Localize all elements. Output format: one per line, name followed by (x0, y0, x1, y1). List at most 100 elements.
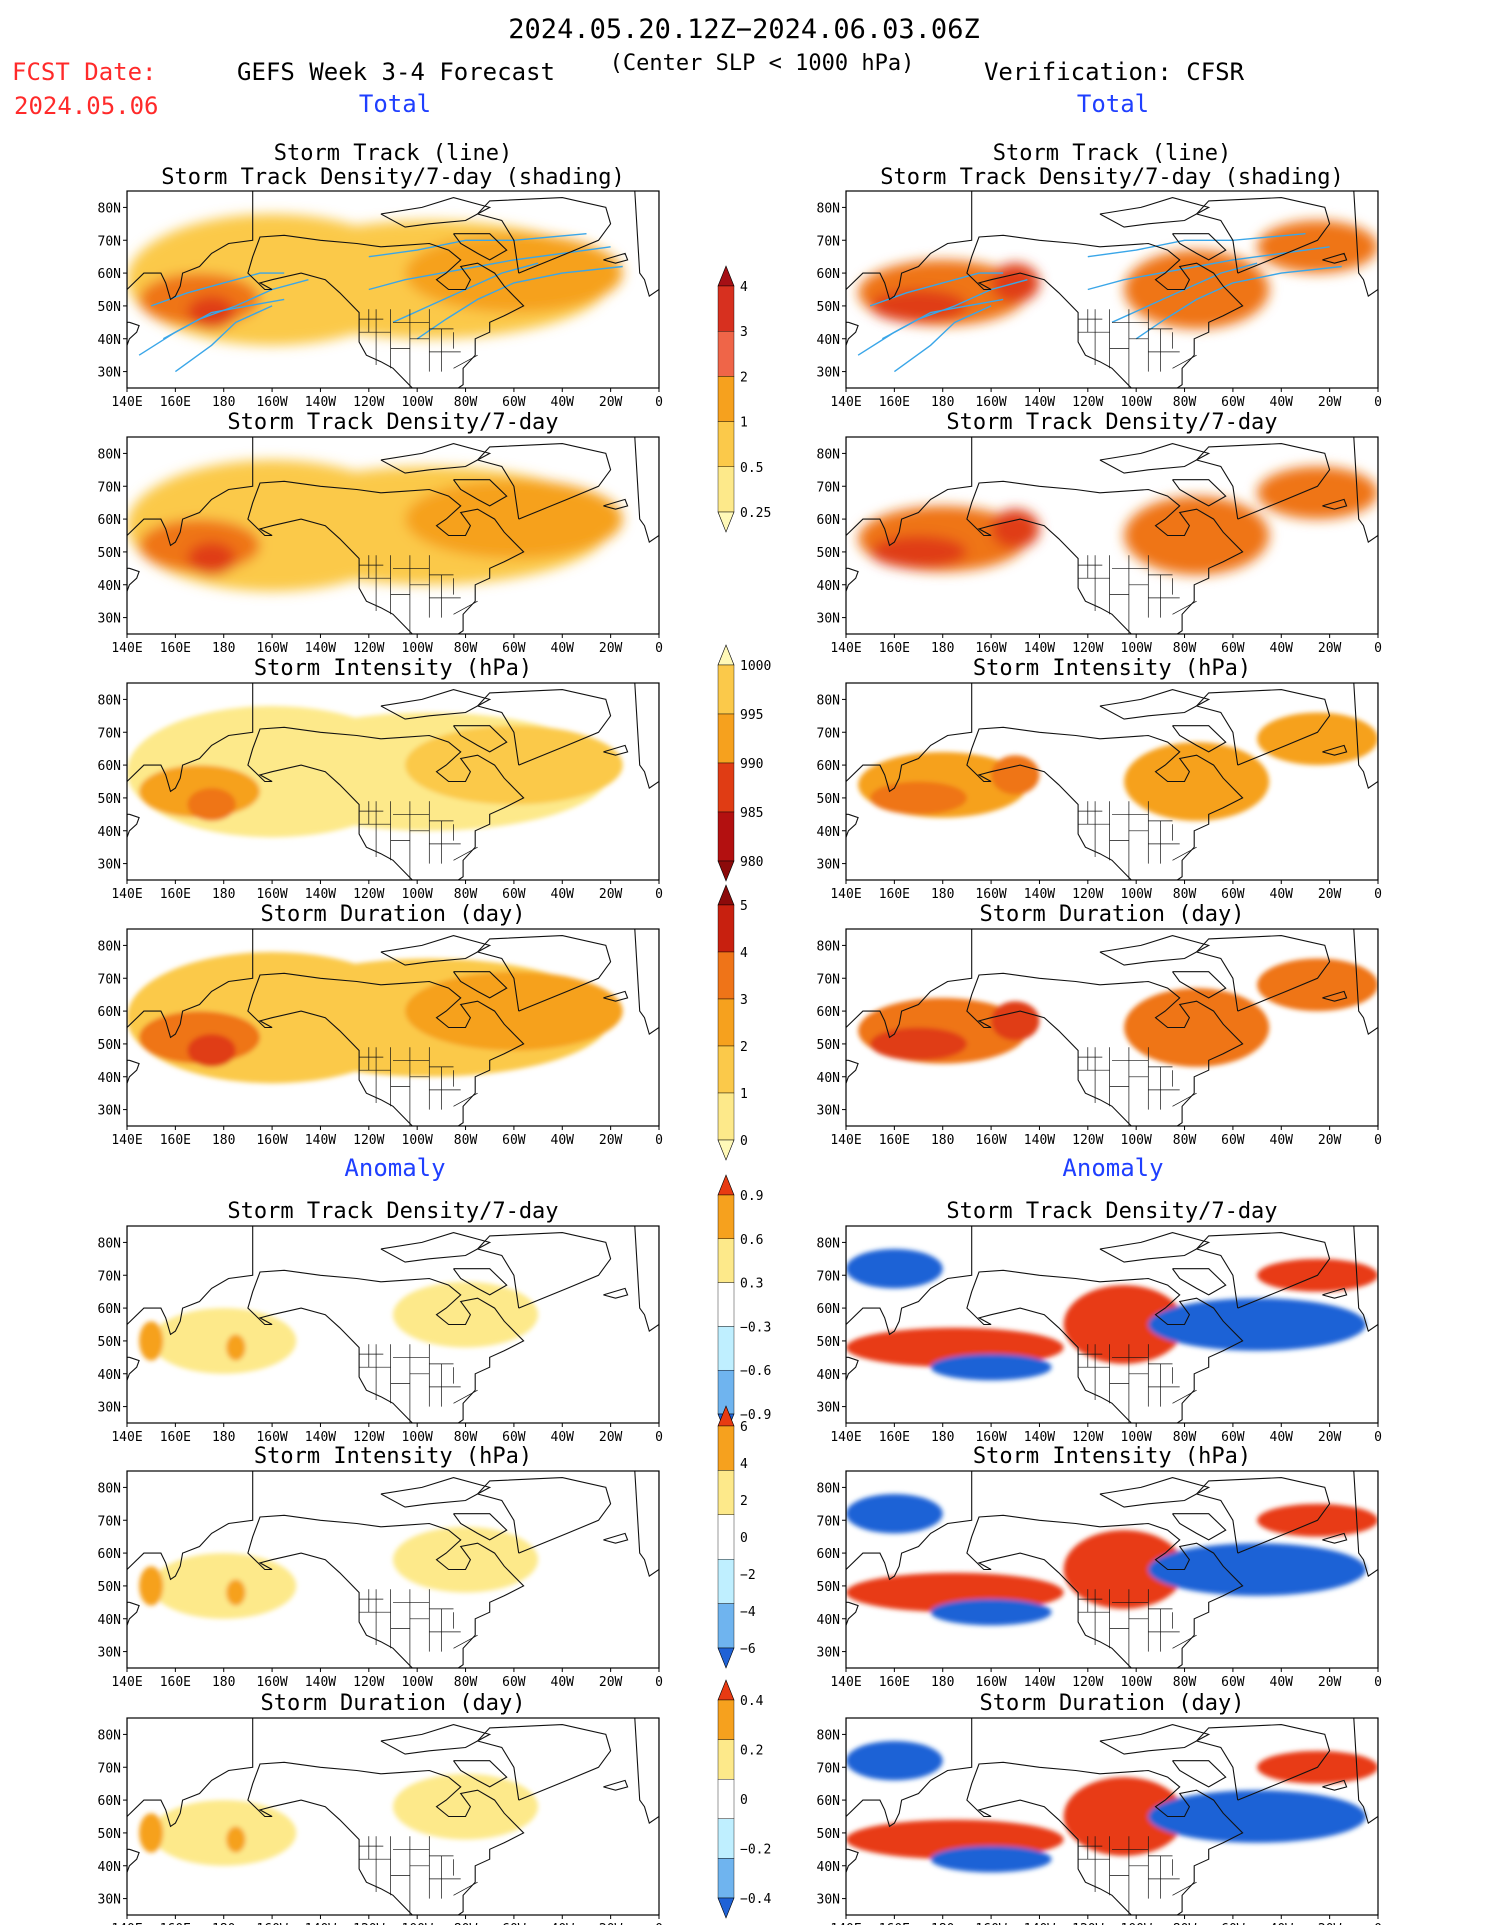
lon-tick-label: 140E (830, 1430, 861, 1445)
lat-tick-label: 30N (817, 612, 840, 627)
lon-tick-label: 0 (655, 1430, 663, 1445)
fcst-date-value: 2024.05.06 (14, 92, 159, 120)
panel-title: Storm Intensity (hPa) (973, 1444, 1251, 1469)
lon-tick-label: 140W (305, 887, 336, 902)
colorbar-tick-label: 985 (740, 806, 763, 821)
colorbar-segment (717, 1858, 735, 1899)
lat-tick-label: 60N (98, 1302, 121, 1317)
lon-tick-label: 180 (931, 395, 954, 410)
shaded-region (405, 479, 623, 559)
storm-track-line (857, 298, 1004, 356)
shaded-region (846, 1493, 943, 1534)
colorbar-segment (717, 1778, 735, 1819)
storm-track-line (368, 246, 611, 291)
lon-tick-label: 160W (975, 1133, 1006, 1148)
colorbar-segment (717, 951, 735, 1000)
panel-frame (126, 436, 660, 635)
lat-tick-label: 50N (817, 546, 840, 561)
panel-title: Storm Intensity (hPa) (254, 1444, 532, 1469)
lon-tick-label: 40W (1270, 887, 1294, 902)
panel-subtitle: Storm Track Density/7-day (shading) (161, 165, 625, 190)
shaded-region (393, 1281, 539, 1348)
lon-tick-label: 100W (402, 395, 433, 410)
colorbar-tick-label: 1 (740, 1087, 748, 1102)
lon-tick-label: 20W (1318, 1675, 1342, 1690)
colorbar-segment (717, 664, 735, 715)
lon-tick-label: 120W (1072, 1430, 1103, 1445)
lat-tick-label: 40N (98, 333, 121, 348)
lon-tick-label: 160W (256, 641, 287, 656)
shaded-region (1124, 742, 1270, 821)
shaded-region (139, 1566, 164, 1606)
colorbar-tick-label: 6 (740, 1420, 748, 1435)
panel-title: Storm Track Density/7-day (946, 1199, 1277, 1224)
colorbar-segment (717, 762, 735, 813)
lon-tick-label: 160W (256, 1133, 287, 1148)
panel-title: Storm Track Density/7-day (946, 410, 1277, 435)
lon-tick-label: 160W (975, 395, 1006, 410)
lon-tick-label: 140E (111, 1675, 142, 1690)
date-range-title: 2024.05.20.12Z−2024.06.03.06Z (508, 14, 979, 45)
map-panel: Storm Intensity (hPa) 80N 70N 60N 50N 40N 30N 1… (98, 1444, 663, 1690)
lon-tick-label: 0 (1374, 395, 1382, 410)
lon-tick-label: 120W (353, 1675, 384, 1690)
map-panel: Storm Track (line)Storm Track Density/7-… (817, 141, 1382, 410)
lon-tick-label: 180 (212, 887, 235, 902)
colorbar-tip (717, 860, 735, 882)
colorbar-tick-label: 980 (740, 855, 763, 870)
lon-tick-label: 140E (830, 1133, 861, 1148)
lon-tick-label: 0 (655, 887, 663, 902)
lon-tick-label: 160E (160, 887, 191, 902)
lat-tick-label: 50N (817, 1827, 840, 1842)
colorbar-tip (717, 1139, 735, 1161)
colorbar-tick-label: 0.25 (740, 506, 771, 521)
storm-track-line (1135, 265, 1342, 340)
colorbar-segment (717, 1699, 735, 1740)
lon-tick-label: 20W (599, 1430, 623, 1445)
lon-tick-label: 20W (599, 1675, 623, 1690)
lon-tick-label: 140E (111, 887, 142, 902)
shaded-region (1257, 466, 1378, 520)
shaded-region (1148, 1790, 1366, 1843)
lon-tick-label: 60W (1221, 395, 1245, 410)
map-panel: Storm Duration (day) 80N 70N 60N 50N 40N 30N 14… (98, 902, 663, 1148)
lon-tick-label: 140E (830, 395, 861, 410)
lat-tick-label: 70N (817, 972, 840, 987)
shaded-region (226, 1579, 246, 1606)
lon-tick-label: 20W (1318, 887, 1342, 902)
lat-tick-label: 70N (817, 726, 840, 741)
lat-tick-label: 40N (817, 1613, 840, 1628)
lon-tick-label: 140W (1024, 395, 1055, 410)
lon-tick-label: 140W (1024, 887, 1055, 902)
lat-tick-label: 60N (817, 513, 840, 528)
colorbar-segment (717, 1092, 735, 1141)
lon-tick-label: 100W (402, 1430, 433, 1445)
colorbar-segment (717, 1194, 735, 1239)
shaded-region (226, 1826, 246, 1853)
lon-tick-label: 180 (931, 641, 954, 656)
panel-frame (126, 190, 660, 389)
colorbar-segment (717, 1514, 735, 1560)
colorbar: 1000 995 990 985 980 (717, 644, 771, 882)
lon-tick-label: 0 (1374, 1133, 1382, 1148)
lon-tick-label: 140E (830, 887, 861, 902)
lon-tick-label: 60W (502, 1675, 526, 1690)
lat-tick-label: 40N (98, 1368, 121, 1383)
lon-tick-label: 60W (1221, 1430, 1245, 1445)
panel-title: Storm Track (line) (274, 141, 512, 166)
lon-tick-label: 0 (1374, 1430, 1382, 1445)
panel-frame (126, 928, 660, 1127)
colorbar-tick-label: 0.5 (740, 461, 763, 476)
colorbar-segment (717, 421, 735, 468)
lon-tick-label: 160W (256, 887, 287, 902)
lon-tick-label: 180 (931, 887, 954, 902)
lat-tick-label: 30N (817, 1646, 840, 1661)
shaded-region (846, 1248, 943, 1289)
lon-tick-label: 40W (1270, 1133, 1294, 1148)
lon-tick-label: 0 (1374, 887, 1382, 902)
lat-tick-label: 40N (817, 1368, 840, 1383)
colorbar-tick-label: 0.2 (740, 1744, 763, 1759)
colorbar-tick-label: 4 (740, 280, 748, 295)
criterion-subtitle: (Center SLP < 1000 hPa) (610, 51, 915, 76)
